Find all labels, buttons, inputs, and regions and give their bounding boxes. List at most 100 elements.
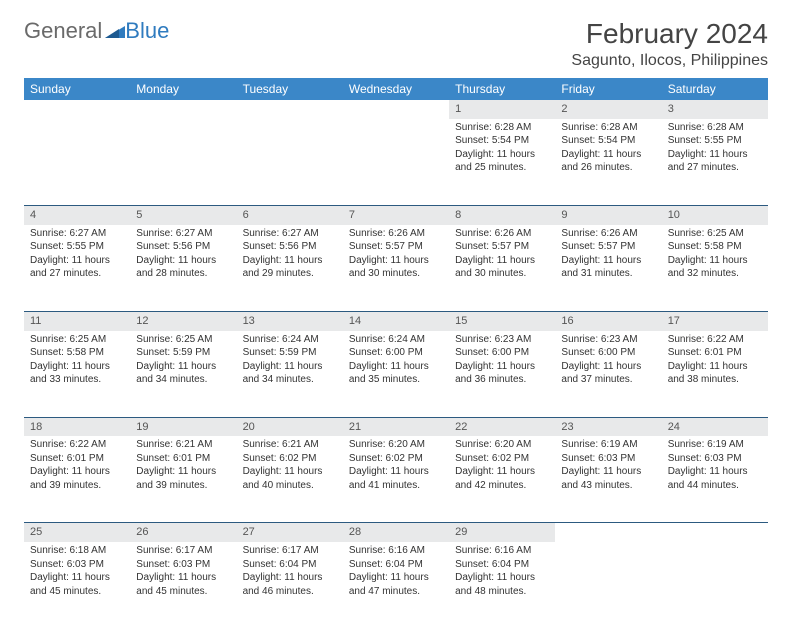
sunset-text: Sunset: 5:54 PM xyxy=(455,134,549,148)
week-row: Sunrise: 6:22 AMSunset: 6:01 PMDaylight:… xyxy=(24,436,768,522)
day-number: 12 xyxy=(130,311,236,331)
day-body: Sunrise: 6:22 AMSunset: 6:01 PMDaylight:… xyxy=(662,331,768,393)
day-number xyxy=(24,100,130,119)
week-row: Sunrise: 6:25 AMSunset: 5:58 PMDaylight:… xyxy=(24,331,768,417)
day-body: Sunrise: 6:25 AMSunset: 5:59 PMDaylight:… xyxy=(130,331,236,393)
sunset-text: Sunset: 5:59 PM xyxy=(243,346,337,360)
daylight-text: Daylight: 11 hours and 48 minutes. xyxy=(455,571,549,598)
day-number: 16 xyxy=(555,311,661,331)
day-number-cell: 18 xyxy=(24,417,130,437)
daylight-text: Daylight: 11 hours and 41 minutes. xyxy=(349,465,443,492)
day-number-cell xyxy=(343,100,449,119)
sunset-text: Sunset: 6:01 PM xyxy=(30,452,124,466)
sunrise-text: Sunrise: 6:21 AM xyxy=(136,438,230,452)
day-number-cell xyxy=(237,100,343,119)
sunset-text: Sunset: 5:56 PM xyxy=(136,240,230,254)
day-cell xyxy=(130,119,236,205)
daylight-text: Daylight: 11 hours and 31 minutes. xyxy=(561,254,655,281)
sunset-text: Sunset: 5:58 PM xyxy=(668,240,762,254)
day-number-cell: 19 xyxy=(130,417,236,437)
day-cell: Sunrise: 6:20 AMSunset: 6:02 PMDaylight:… xyxy=(449,436,555,522)
sunrise-text: Sunrise: 6:27 AM xyxy=(30,227,124,241)
sunrise-text: Sunrise: 6:27 AM xyxy=(243,227,337,241)
day-number: 10 xyxy=(662,205,768,225)
sunrise-text: Sunrise: 6:28 AM xyxy=(455,121,549,135)
sunrise-text: Sunrise: 6:23 AM xyxy=(455,333,549,347)
sunrise-text: Sunrise: 6:26 AM xyxy=(349,227,443,241)
day-cell: Sunrise: 6:25 AMSunset: 5:58 PMDaylight:… xyxy=(662,225,768,311)
week-row: Sunrise: 6:27 AMSunset: 5:55 PMDaylight:… xyxy=(24,225,768,311)
day-number-cell: 25 xyxy=(24,522,130,542)
daylight-text: Daylight: 11 hours and 38 minutes. xyxy=(668,360,762,387)
day-number-cell: 13 xyxy=(237,311,343,331)
day-number-cell: 26 xyxy=(130,522,236,542)
day-body xyxy=(130,119,236,127)
location: Sagunto, Ilocos, Philippines xyxy=(571,52,768,70)
day-number-cell: 11 xyxy=(24,311,130,331)
day-number-cell: 3 xyxy=(662,100,768,119)
daylight-text: Daylight: 11 hours and 37 minutes. xyxy=(561,360,655,387)
day-number: 29 xyxy=(449,522,555,542)
daylight-text: Daylight: 11 hours and 35 minutes. xyxy=(349,360,443,387)
day-cell: Sunrise: 6:25 AMSunset: 5:58 PMDaylight:… xyxy=(24,331,130,417)
weekday-header: Saturday xyxy=(662,78,768,100)
day-number: 25 xyxy=(24,522,130,542)
day-number-cell: 4 xyxy=(24,205,130,225)
day-number xyxy=(343,100,449,119)
logo-text-general: General xyxy=(24,18,102,44)
title-block: February 2024 Sagunto, Ilocos, Philippin… xyxy=(571,18,768,70)
daylight-text: Daylight: 11 hours and 43 minutes. xyxy=(561,465,655,492)
sunrise-text: Sunrise: 6:19 AM xyxy=(561,438,655,452)
day-cell: Sunrise: 6:27 AMSunset: 5:55 PMDaylight:… xyxy=(24,225,130,311)
day-number: 5 xyxy=(130,205,236,225)
day-cell: Sunrise: 6:18 AMSunset: 6:03 PMDaylight:… xyxy=(24,542,130,628)
day-number-cell: 28 xyxy=(343,522,449,542)
day-cell: Sunrise: 6:21 AMSunset: 6:01 PMDaylight:… xyxy=(130,436,236,522)
sunrise-text: Sunrise: 6:25 AM xyxy=(668,227,762,241)
day-body: Sunrise: 6:21 AMSunset: 6:01 PMDaylight:… xyxy=(130,436,236,498)
daylight-text: Daylight: 11 hours and 27 minutes. xyxy=(30,254,124,281)
sunset-text: Sunset: 6:01 PM xyxy=(668,346,762,360)
day-number-cell: 7 xyxy=(343,205,449,225)
day-cell: Sunrise: 6:26 AMSunset: 5:57 PMDaylight:… xyxy=(555,225,661,311)
day-number: 14 xyxy=(343,311,449,331)
day-cell: Sunrise: 6:28 AMSunset: 5:54 PMDaylight:… xyxy=(555,119,661,205)
day-cell: Sunrise: 6:24 AMSunset: 5:59 PMDaylight:… xyxy=(237,331,343,417)
day-number: 13 xyxy=(237,311,343,331)
day-body: Sunrise: 6:21 AMSunset: 6:02 PMDaylight:… xyxy=(237,436,343,498)
sunset-text: Sunset: 6:03 PM xyxy=(668,452,762,466)
calendar-table: Sunday Monday Tuesday Wednesday Thursday… xyxy=(24,78,768,628)
day-cell: Sunrise: 6:22 AMSunset: 6:01 PMDaylight:… xyxy=(24,436,130,522)
day-number: 3 xyxy=(662,100,768,119)
weekday-header: Sunday xyxy=(24,78,130,100)
day-body: Sunrise: 6:23 AMSunset: 6:00 PMDaylight:… xyxy=(449,331,555,393)
sunset-text: Sunset: 6:00 PM xyxy=(349,346,443,360)
daylight-text: Daylight: 11 hours and 28 minutes. xyxy=(136,254,230,281)
day-number: 24 xyxy=(662,417,768,437)
day-number: 28 xyxy=(343,522,449,542)
sunset-text: Sunset: 5:55 PM xyxy=(30,240,124,254)
daylight-text: Daylight: 11 hours and 27 minutes. xyxy=(668,148,762,175)
day-number-cell: 12 xyxy=(130,311,236,331)
daylight-text: Daylight: 11 hours and 46 minutes. xyxy=(243,571,337,598)
day-body: Sunrise: 6:27 AMSunset: 5:55 PMDaylight:… xyxy=(24,225,130,287)
sunset-text: Sunset: 5:54 PM xyxy=(561,134,655,148)
day-body: Sunrise: 6:20 AMSunset: 6:02 PMDaylight:… xyxy=(449,436,555,498)
sunset-text: Sunset: 6:03 PM xyxy=(561,452,655,466)
day-number: 22 xyxy=(449,417,555,437)
day-body: Sunrise: 6:16 AMSunset: 6:04 PMDaylight:… xyxy=(343,542,449,604)
daylight-text: Daylight: 11 hours and 34 minutes. xyxy=(136,360,230,387)
sunset-text: Sunset: 5:55 PM xyxy=(668,134,762,148)
day-cell: Sunrise: 6:21 AMSunset: 6:02 PMDaylight:… xyxy=(237,436,343,522)
day-number xyxy=(130,100,236,119)
day-cell: Sunrise: 6:22 AMSunset: 6:01 PMDaylight:… xyxy=(662,331,768,417)
weekday-header: Tuesday xyxy=(237,78,343,100)
daynum-row: 123 xyxy=(24,100,768,119)
day-cell: Sunrise: 6:26 AMSunset: 5:57 PMDaylight:… xyxy=(343,225,449,311)
day-cell: Sunrise: 6:23 AMSunset: 6:00 PMDaylight:… xyxy=(449,331,555,417)
day-cell: Sunrise: 6:28 AMSunset: 5:55 PMDaylight:… xyxy=(662,119,768,205)
day-body: Sunrise: 6:17 AMSunset: 6:04 PMDaylight:… xyxy=(237,542,343,604)
daylight-text: Daylight: 11 hours and 42 minutes. xyxy=(455,465,549,492)
day-body: Sunrise: 6:26 AMSunset: 5:57 PMDaylight:… xyxy=(555,225,661,287)
day-body: Sunrise: 6:24 AMSunset: 6:00 PMDaylight:… xyxy=(343,331,449,393)
